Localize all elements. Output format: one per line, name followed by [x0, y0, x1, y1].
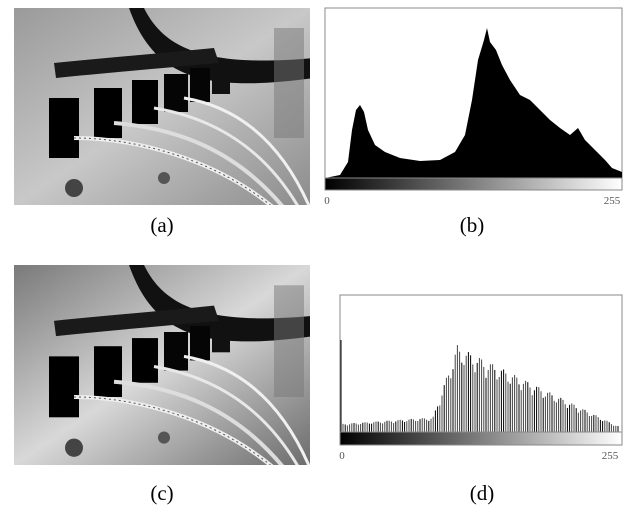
caption: (a) [150, 213, 173, 237]
axis-label: 255 [604, 195, 621, 207]
histogram-shape [325, 28, 622, 178]
caption: (b) [460, 213, 485, 237]
caption: (d) [470, 481, 495, 505]
axis-label: 0 [324, 195, 330, 207]
photo-c [14, 265, 310, 465]
histogram-d: 0 255 [339, 294, 623, 462]
axis-label: 0 [339, 450, 345, 462]
caption: (c) [150, 481, 173, 505]
histogram-b: 0 255 [324, 7, 623, 207]
photo-a [14, 8, 310, 205]
axis-label: 255 [602, 450, 619, 462]
